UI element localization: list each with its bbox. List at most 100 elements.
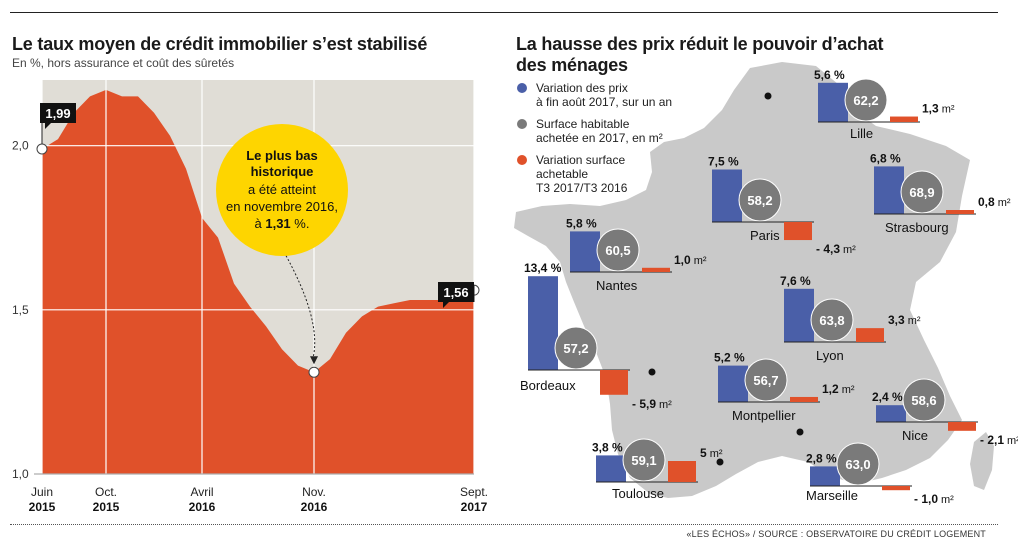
data-label-pointer <box>45 123 51 129</box>
x-tick-year: 2015 <box>93 500 120 514</box>
city-group: 7,6 % 63,8 3,3 m² Lyon <box>780 274 921 363</box>
surface-circle <box>596 228 640 272</box>
x-tick-year: 2015 <box>29 500 56 514</box>
surface-change-unit: m² <box>908 315 921 327</box>
surface-circle <box>554 326 598 370</box>
source-note: «LES ÉCHOS» / SOURCE : OBSERVATOIRE DU C… <box>686 529 986 539</box>
surface-circle <box>902 378 946 422</box>
legend-label: Surface habitable <box>536 117 630 131</box>
surface-change-label: - 5,9 m² <box>632 397 672 411</box>
surface-change-bar <box>882 486 910 491</box>
city-name: Bordeaux <box>520 378 576 393</box>
surface-change-value: 1,0 <box>674 253 691 267</box>
x-tick-year: 2017 <box>461 500 488 514</box>
surface-change-bar <box>668 461 696 482</box>
surface-change-bar <box>600 370 628 395</box>
surface-label: 59,1 <box>631 453 656 468</box>
price-bar <box>528 276 558 370</box>
top-rule <box>10 12 998 13</box>
price-bar <box>784 288 814 342</box>
legend-label: Variation surface <box>536 153 625 167</box>
surface-change-unit: m² <box>710 448 723 460</box>
data-point-marker <box>36 143 48 155</box>
price-label: 5,8 % <box>566 216 597 230</box>
surface-label: 58,6 <box>911 393 936 408</box>
legend-label: Variation des prix <box>536 81 628 95</box>
legend-label: T3 2017/T3 2016 <box>536 181 628 195</box>
price-bar <box>596 455 626 482</box>
city-group: 3,8 % 59,1 5 m² Toulouse <box>592 438 724 501</box>
surface-change-bar <box>784 222 812 241</box>
left-chart-subtitle: En %, hors assurance et coût des sûretés <box>12 56 235 70</box>
callout-line5-prefix: à <box>255 216 266 231</box>
legend-label: à fin août 2017, sur un an <box>536 95 672 109</box>
surface-change-bar <box>856 328 884 342</box>
city-name: Nice <box>902 428 928 443</box>
callout-arrowhead <box>310 356 318 365</box>
surface-change-label: 5 m² <box>700 446 723 460</box>
data-label: 1,99 <box>45 106 70 121</box>
x-tick-month: Sept. <box>460 485 488 499</box>
surface-circle <box>844 78 888 122</box>
y-tick-label: 1,0 <box>12 467 29 481</box>
x-tick-year: 2016 <box>301 500 328 514</box>
surface-change-value: 1,3 <box>922 102 939 116</box>
price-label: 7,6 % <box>780 274 811 288</box>
surface-label: 56,7 <box>753 373 778 388</box>
surface-change-bar <box>642 267 670 272</box>
surface-change-unit: m² <box>1007 435 1018 447</box>
legend-dot <box>517 155 527 165</box>
y-tick-label: 2,0 <box>12 139 29 153</box>
surface-change-value: - 4,3 <box>816 242 840 256</box>
callout-circle <box>216 124 348 256</box>
surface-change-value: 0,8 <box>978 195 995 209</box>
surface-change-unit: m² <box>942 104 955 116</box>
city-group: 5,2 % 56,7 1,2 m² Montpellier <box>714 351 855 436</box>
surface-change-bar <box>790 396 818 402</box>
surface-change-value: 5 <box>700 446 707 460</box>
price-bar <box>818 82 848 122</box>
price-label: 13,4 % <box>524 261 562 275</box>
city-group: 6,8 % 68,9 0,8 m² Strasbourg <box>870 151 1011 235</box>
price-bar <box>876 405 906 422</box>
surface-label: 57,2 <box>563 341 588 356</box>
callout-line5-suffix: %. <box>291 216 310 231</box>
legend-dot <box>517 119 527 129</box>
price-label: 2,8 % <box>806 451 837 465</box>
surface-change-bar <box>946 210 974 214</box>
interest-rate-chart: 1,01,52,0 Juin2015Oct.2015Avril2016Nov.2… <box>12 80 488 514</box>
legend-label: achetable <box>536 167 588 181</box>
surface-change-label: 1,3 m² <box>922 102 955 116</box>
surface-circle <box>810 298 854 342</box>
surface-circle <box>622 438 666 482</box>
surface-label: 60,5 <box>605 243 630 258</box>
x-tick-month: Oct. <box>95 485 117 499</box>
city-group: 2,8 % 63,0 - 1,0 m² Marseille <box>806 442 954 506</box>
price-bar <box>718 365 748 402</box>
legend-dot <box>517 83 527 93</box>
rate-area <box>42 89 474 475</box>
right-chart-title-line1: La hausse des prix réduit le pouvoir d’a… <box>516 34 884 54</box>
price-label: 6,8 % <box>870 151 901 165</box>
city-location-dot <box>648 368 656 376</box>
surface-change-unit: m² <box>941 494 954 506</box>
price-label: 5,6 % <box>814 68 845 82</box>
city-name: Marseille <box>806 488 858 503</box>
x-tick-month: Avril <box>190 485 213 499</box>
surface-change-unit: m² <box>659 399 672 411</box>
surface-change-label: - 1,0 m² <box>914 492 954 506</box>
x-tick-month: Nov. <box>302 485 326 499</box>
city-name: Nantes <box>596 278 638 293</box>
surface-circle <box>738 178 782 222</box>
surface-change-unit: m² <box>998 197 1011 209</box>
price-label: 5,2 % <box>714 351 745 365</box>
surface-change-label: - 2,1m² <box>980 433 1018 447</box>
surface-label: 62,2 <box>853 93 878 108</box>
callout-line5-value: 1,31 <box>265 216 290 231</box>
city-group: 5,8 % 60,5 1,0 m² Nantes <box>566 216 707 293</box>
surface-change-value: 1,2 <box>822 382 839 396</box>
city-name: Lyon <box>816 348 844 363</box>
bottom-rule <box>10 524 998 525</box>
surface-change-bar <box>890 116 918 122</box>
